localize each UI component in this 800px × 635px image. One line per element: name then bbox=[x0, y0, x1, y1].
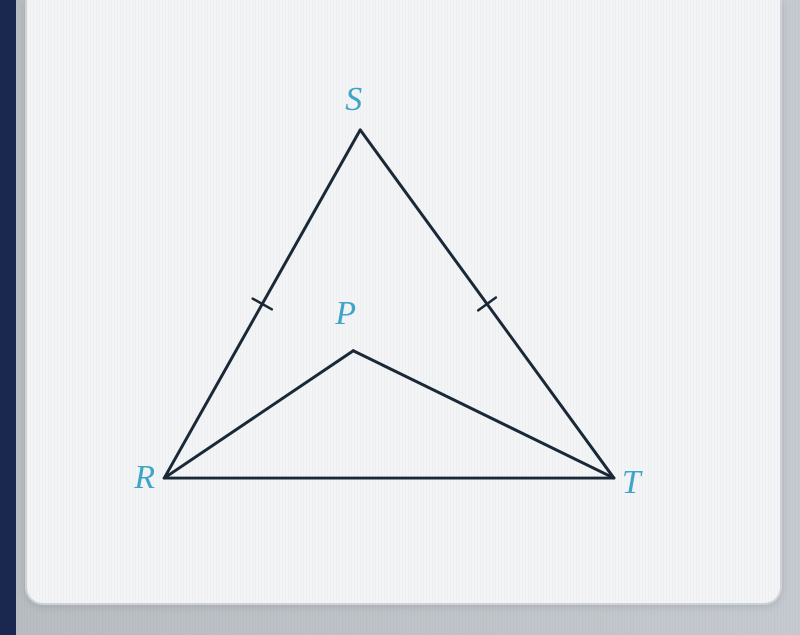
congruence-ticks bbox=[253, 298, 496, 311]
vertex-label-r: R bbox=[133, 459, 155, 496]
segments bbox=[164, 130, 614, 478]
vertex-labels: S R T P bbox=[133, 81, 642, 501]
geometry-diagram: S R T P bbox=[27, 0, 780, 603]
vertex-label-t: T bbox=[622, 464, 643, 501]
diagram-card: S R T P bbox=[25, 0, 782, 605]
vertex-label-s: S bbox=[345, 81, 362, 118]
vertex-label-p: P bbox=[334, 295, 356, 332]
